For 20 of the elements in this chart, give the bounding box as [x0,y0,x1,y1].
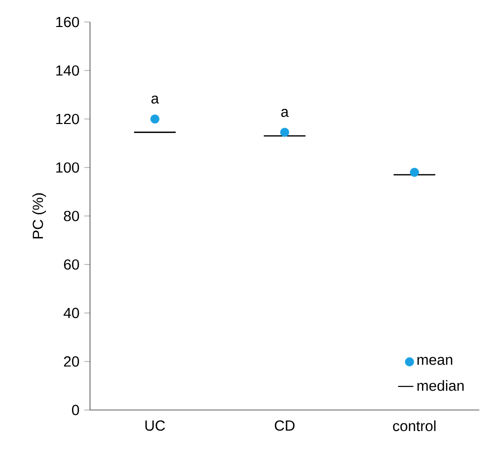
y-tick-label: 80 [64,210,80,222]
point [280,128,290,137]
y-tick-label: 100 [56,162,80,173]
x-tick-label: control [393,420,436,432]
point [150,114,160,124]
y-tick-label: 0 [72,404,80,416]
x-tick-label: UC [145,420,165,431]
y-axis-title: PC (%) [32,193,46,238]
y-tick-label: 160 [56,16,80,28]
y-tick-label: 60 [64,259,80,270]
y-tick-label: 20 [64,356,80,367]
y-tick-label: 140 [56,65,80,76]
legend-label: median [417,380,464,391]
point [410,168,419,177]
x-tick-label: CD [274,420,295,431]
annotation: a [281,108,289,117]
y-tick-label: 40 [64,308,80,318]
annotation: a [151,96,159,104]
y-tick-label: 120 [56,114,80,124]
legend-label: mean [417,356,452,365]
